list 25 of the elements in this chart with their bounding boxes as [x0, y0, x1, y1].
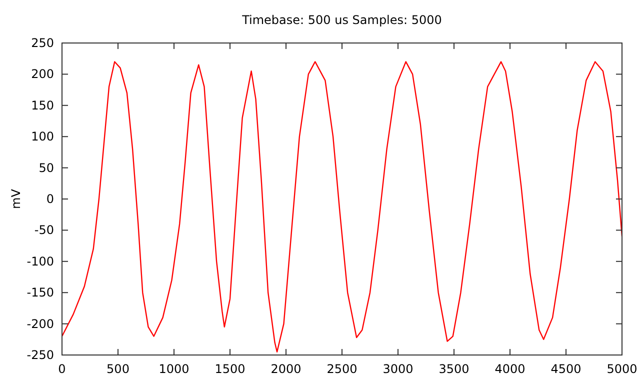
x-tick-label: 5000: [606, 362, 638, 376]
line-series: [62, 61, 622, 352]
x-tick-label: 3000: [382, 362, 414, 376]
chart-title: Timebase: 500 us Samples: 5000: [241, 13, 442, 27]
x-tick-label: 3500: [438, 362, 470, 376]
x-tick-label: 4500: [550, 362, 582, 376]
y-tick-label: 50: [38, 160, 54, 175]
y-tick-label: -100: [26, 254, 54, 268]
y-tick-label: -200: [26, 316, 54, 331]
x-tick-label: 2000: [270, 362, 302, 376]
x-tick-label: 0: [58, 362, 66, 376]
y-tick-label: 100: [31, 130, 54, 144]
y-axis-title: mV: [9, 188, 23, 209]
y-tick-label: 200: [31, 67, 54, 82]
y-tick-label: -150: [26, 286, 54, 300]
y-tick-label: -250: [26, 348, 54, 362]
x-tick-label: 1000: [158, 362, 190, 376]
y-tick-label: 250: [31, 36, 54, 50]
y-tick-label: -50: [34, 223, 54, 238]
x-tick-label: 500: [106, 362, 130, 376]
x-tick-label: 1500: [214, 362, 246, 376]
y-tick-label: 0: [46, 192, 54, 206]
x-tick-label: 2500: [326, 362, 358, 376]
x-tick-label: 4000: [494, 362, 526, 376]
y-tick-label: 150: [31, 98, 54, 112]
